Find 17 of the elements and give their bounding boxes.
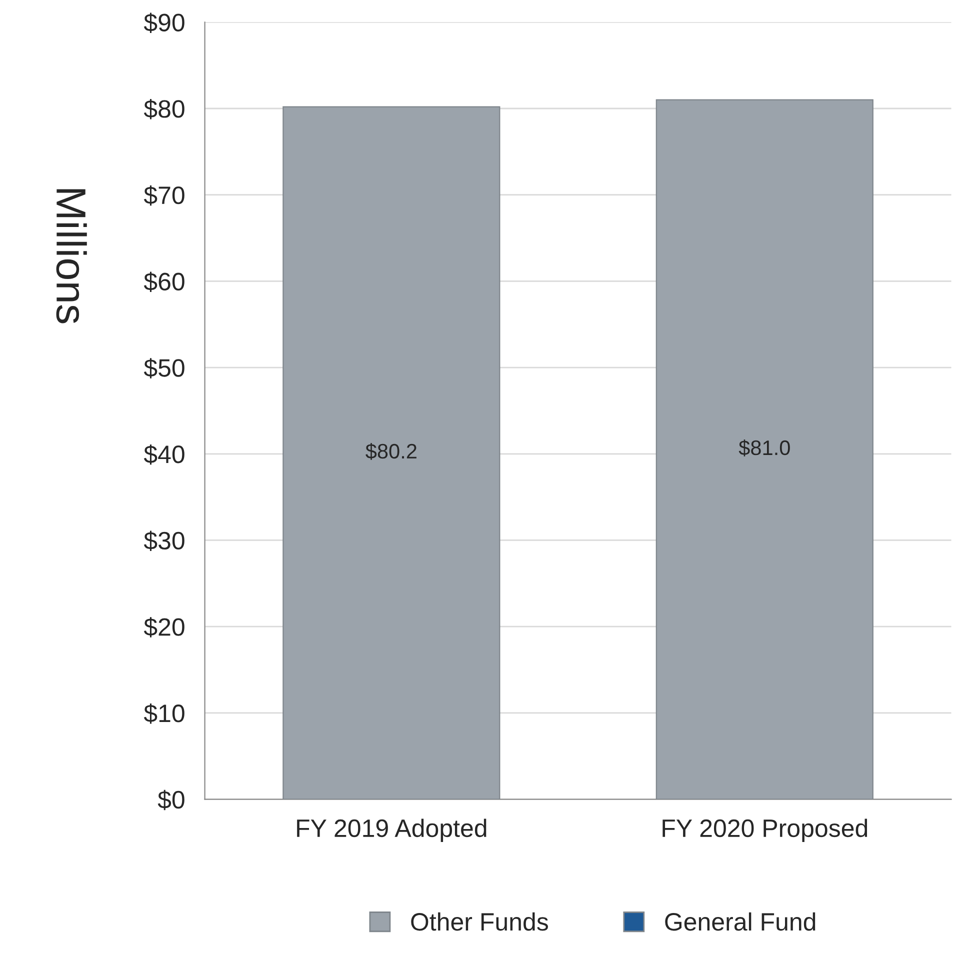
legend-label: Other Funds: [411, 912, 548, 931]
y-tick-label: $30: [144, 530, 184, 552]
data-label: $81.0: [738, 440, 790, 456]
y-tick-label: $70: [144, 185, 184, 206]
data-label: $80.2: [366, 442, 416, 460]
y-tick-label: $10: [144, 703, 184, 724]
y-tick-label: $60: [144, 272, 184, 292]
x-tick-label: FY 2020 Proposed: [662, 818, 868, 842]
y-tick-label: $40: [144, 444, 184, 465]
y-tick-label: $50: [144, 358, 184, 378]
y-tick-label: $20: [144, 617, 184, 638]
y-tick-label: $0: [158, 790, 184, 810]
x-tick-label: FY 2019 Adopted: [297, 818, 486, 842]
legend-label: General Fund: [665, 912, 816, 931]
y-tick-label: $90: [144, 12, 184, 33]
y-axis-title: Millions: [56, 189, 87, 324]
y-tick-label: $80: [144, 99, 184, 120]
